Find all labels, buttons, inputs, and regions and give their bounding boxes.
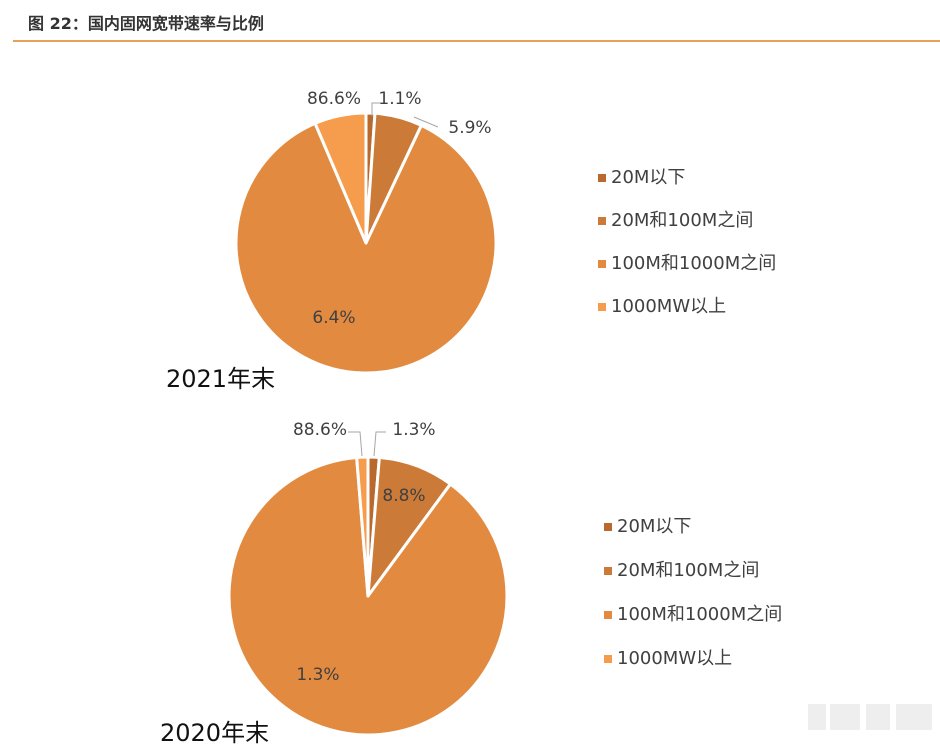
legend-label: 100M和1000M之间 — [611, 253, 776, 274]
label-leader-line — [371, 102, 382, 116]
header-rule — [13, 40, 940, 42]
legend-label: 1000MW以上 — [617, 648, 732, 669]
legend-swatch — [598, 174, 606, 182]
legend-label: 1000MW以上 — [611, 296, 726, 317]
legend-swatch — [598, 217, 606, 225]
legend: 20M以下 20M和100M之间 100M和1000M之间 1000MW以上 — [604, 516, 782, 669]
pie-chart-1: 1.1% 5.9% 86.6% 6.4% 2021年末 20M以下 20M和100M之间 10… — [166, 89, 776, 393]
pie-chart-2: 1.3% 8.8% 88.6% 1.3% 2020年末 20M以下 20M和100M之间 10… — [160, 420, 782, 747]
watermark-block — [896, 704, 932, 730]
legend-swatch — [604, 655, 612, 663]
watermark-block — [866, 704, 890, 730]
legend-swatch — [598, 260, 606, 268]
legend-label: 100M和1000M之间 — [617, 604, 782, 625]
slice-data-label: 5.9% — [448, 118, 491, 138]
slice-data-label: 88.6% — [293, 420, 347, 440]
legend: 20M以下 20M和100M之间 100M和1000M之间 1000MW以上 — [598, 167, 776, 317]
watermark-block — [808, 704, 826, 730]
slice-data-label: 1.3% — [392, 420, 435, 440]
pie-slice — [234, 121, 498, 375]
legend-swatch — [598, 303, 606, 311]
slice-data-label: 8.8% — [382, 486, 425, 506]
legend-label: 20M和100M之间 — [611, 210, 753, 231]
label-leader-line — [373, 431, 386, 457]
pie-slice — [355, 455, 370, 598]
slice-data-label: 86.6% — [307, 89, 361, 109]
pie-title: 2020年末 — [160, 719, 269, 747]
legend-label: 20M和100M之间 — [617, 560, 759, 581]
figure-header: 图 22：国内固网宽带速率与比例 — [0, 0, 940, 42]
legend-label: 20M以下 — [617, 516, 691, 537]
pie-title: 2021年末 — [166, 365, 275, 393]
legend-swatch — [604, 567, 612, 575]
pie-slice — [313, 111, 368, 245]
slice-data-label: 1.3% — [296, 665, 339, 685]
label-leader-line — [348, 431, 363, 457]
legend-swatch — [604, 523, 612, 531]
slice-data-label: 6.4% — [312, 308, 355, 328]
slice-data-label: 1.1% — [378, 89, 421, 109]
label-leader-line — [413, 116, 439, 128]
figure-title: 图 22：国内固网宽带速率与比例 — [28, 14, 264, 33]
watermark-block — [830, 704, 860, 730]
legend-label: 20M以下 — [611, 167, 685, 188]
legend-swatch — [604, 611, 612, 619]
